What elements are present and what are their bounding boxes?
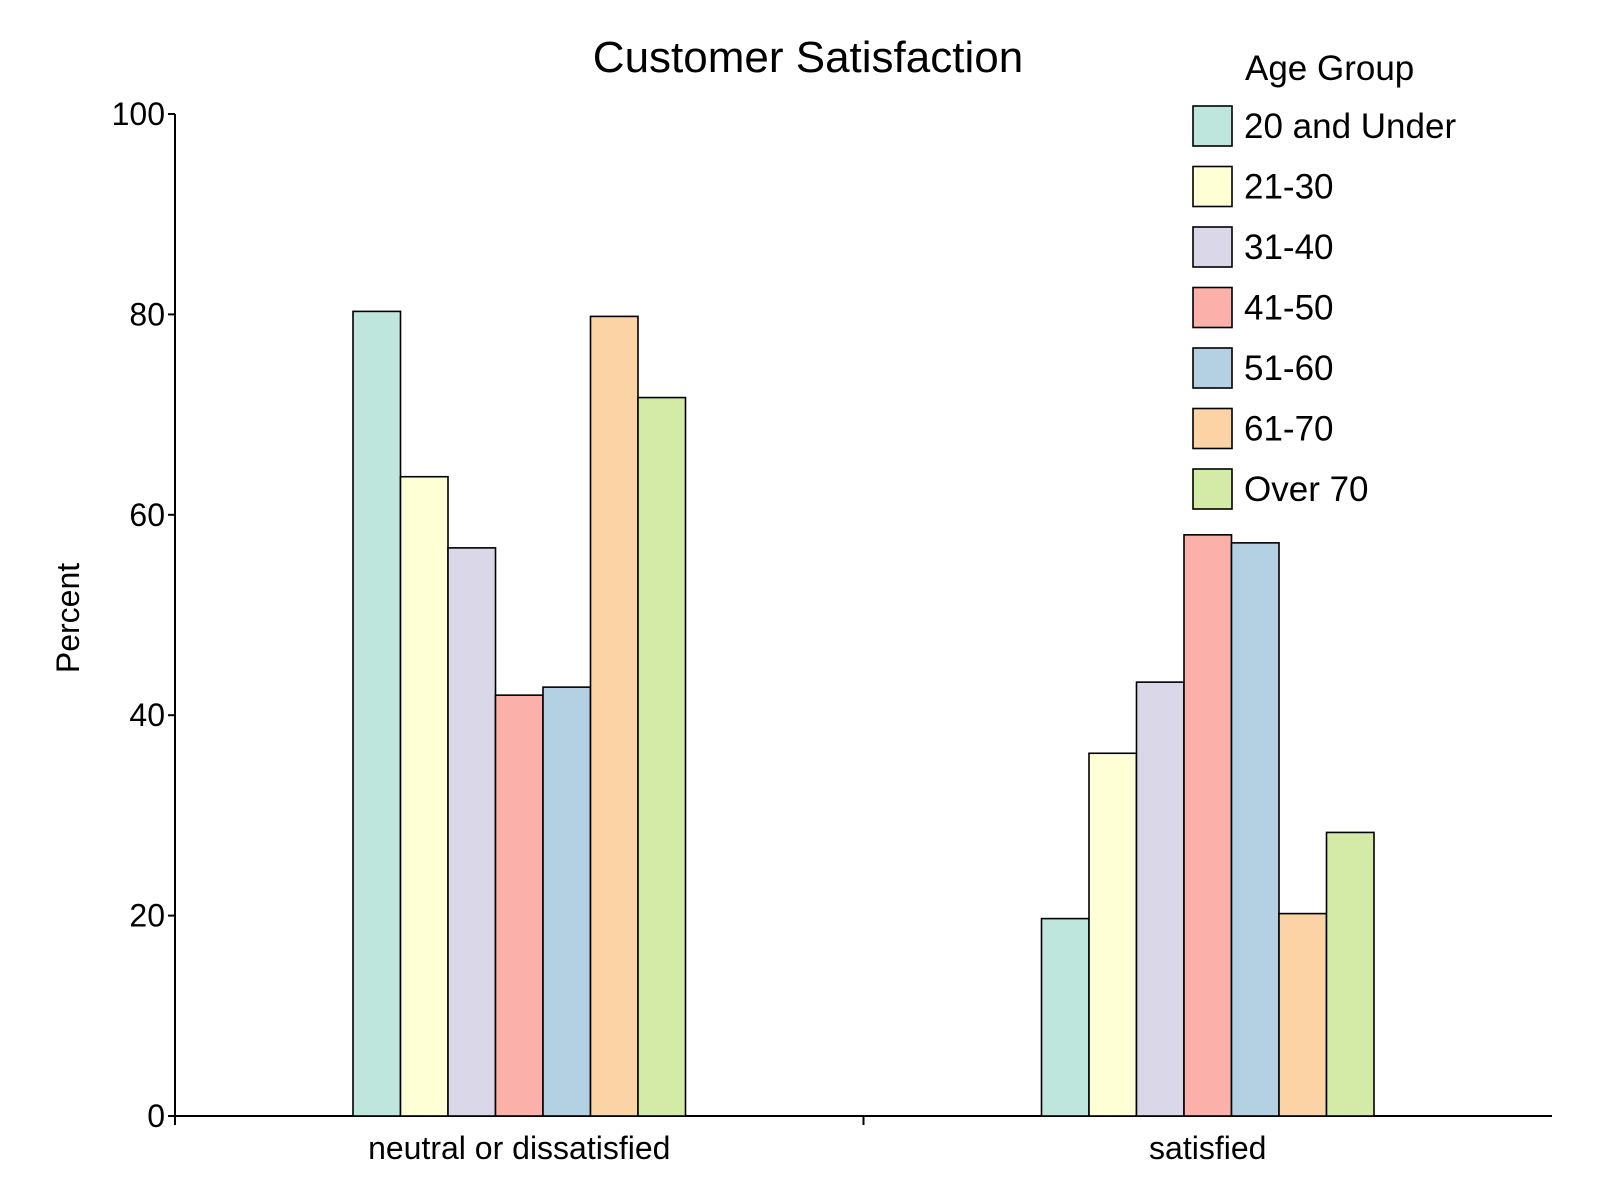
axes: 0 20 40 60 80 100 neutral or dissatisfied satis…: [112, 96, 1552, 1166]
legend-title: Age Group: [1245, 49, 1414, 88]
legend-swatch: [1192, 165, 1233, 208]
bar: [1230, 542, 1280, 1117]
legend-swatch: [1192, 407, 1233, 450]
legend: Age Group 20 and Under 21-30 31-40 41-50 51-…: [1192, 49, 1456, 510]
legend-label: 20 and Under: [1244, 107, 1456, 146]
y-tick-label: 100: [112, 96, 165, 132]
legend-label: 41-50: [1244, 289, 1334, 328]
bar: [352, 310, 402, 1117]
bar: [542, 686, 592, 1117]
bar: [494, 694, 544, 1117]
bar: [1325, 831, 1375, 1117]
bar: [637, 396, 687, 1117]
legend-swatch: [1192, 105, 1233, 147]
y-tick-label: 0: [147, 1098, 165, 1134]
bar: [589, 315, 639, 1117]
legend-swatch: [1192, 347, 1233, 389]
y-tick-label: 40: [129, 697, 165, 733]
legend-label: 31-40: [1244, 228, 1334, 267]
bar: [1278, 912, 1328, 1117]
y-axis-label: Percent: [50, 563, 86, 673]
x-category-label: satisfied: [1149, 1130, 1266, 1166]
bar: [1183, 534, 1233, 1117]
legend-swatch: [1192, 226, 1233, 268]
legend-label: 51-60: [1244, 349, 1334, 388]
y-tick-label: 60: [129, 497, 165, 533]
bar: [1088, 752, 1138, 1117]
chart-title: Customer Satisfaction: [593, 33, 1023, 82]
bar: [1040, 917, 1090, 1117]
y-tick-label: 80: [129, 296, 165, 332]
bars: [352, 310, 1375, 1117]
bar: [447, 547, 497, 1117]
x-category-label: neutral or dissatisfied: [368, 1130, 670, 1166]
legend-swatch: [1192, 286, 1233, 329]
legend-label: 21-30: [1244, 168, 1334, 207]
bar: [399, 475, 449, 1117]
legend-swatch: [1192, 468, 1233, 510]
bar: [1135, 681, 1185, 1117]
y-tick-label: 20: [129, 898, 165, 934]
legend-label: Over 70: [1244, 470, 1369, 509]
legend-label: 61-70: [1244, 410, 1334, 449]
